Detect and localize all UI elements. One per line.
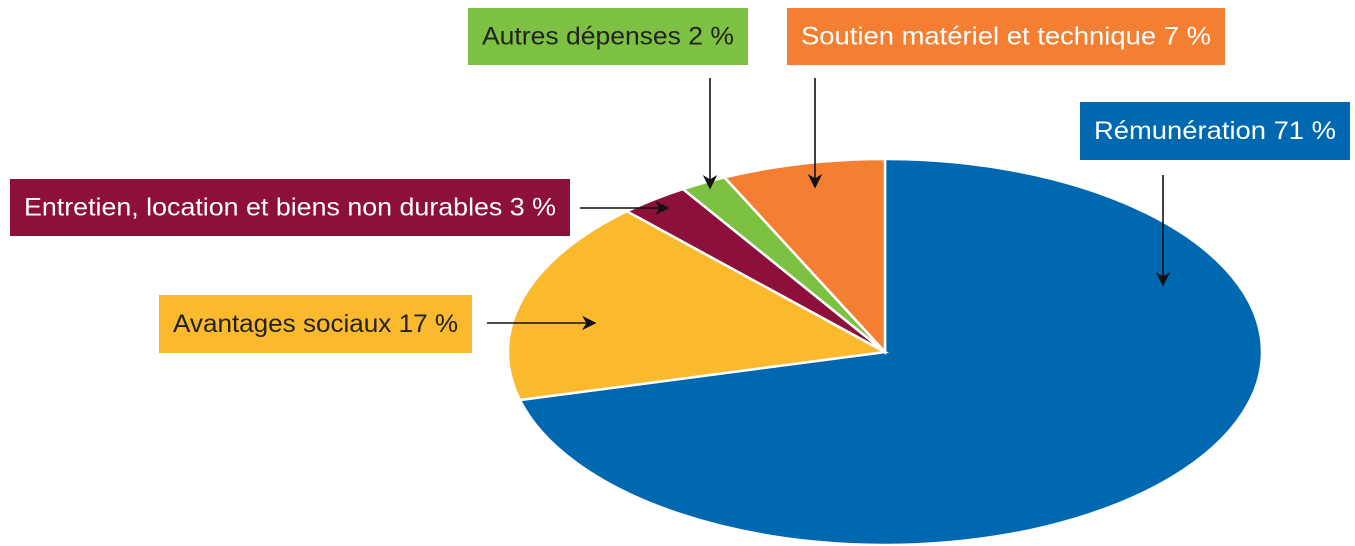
- value-label: 71 %: [1274, 117, 1336, 145]
- value-label: 17 %: [399, 310, 458, 338]
- category-name: Autres dépenses: [482, 22, 681, 50]
- label-box: [468, 8, 748, 65]
- category-name: Avantages sociaux: [173, 310, 392, 338]
- slice-label: Autres dépenses 2 %: [482, 22, 734, 50]
- label-box: [10, 179, 570, 236]
- label-box: [1080, 102, 1350, 160]
- pie-slice: [506, 209, 889, 402]
- value-label: 3 %: [510, 193, 556, 221]
- pie-slice: [517, 157, 1264, 546]
- slice-label: Avantages sociaux 17 %: [173, 310, 458, 338]
- label-box: [159, 295, 472, 353]
- slice-label: Rémunération 71 %: [1094, 117, 1336, 145]
- value-label: 7 %: [1164, 22, 1211, 50]
- category-name: Soutien matériel et technique: [801, 22, 1156, 50]
- slice-label: Entretien, location et biens non durable…: [24, 193, 556, 221]
- category-name: Entretien, location et biens non durable…: [24, 193, 502, 221]
- value-label: 2 %: [688, 22, 734, 50]
- label-box: [787, 8, 1225, 65]
- slice-label: Soutien matériel et technique 7 %: [801, 22, 1211, 50]
- pie-slice: [722, 157, 887, 356]
- category-name: Rémunération: [1094, 117, 1266, 145]
